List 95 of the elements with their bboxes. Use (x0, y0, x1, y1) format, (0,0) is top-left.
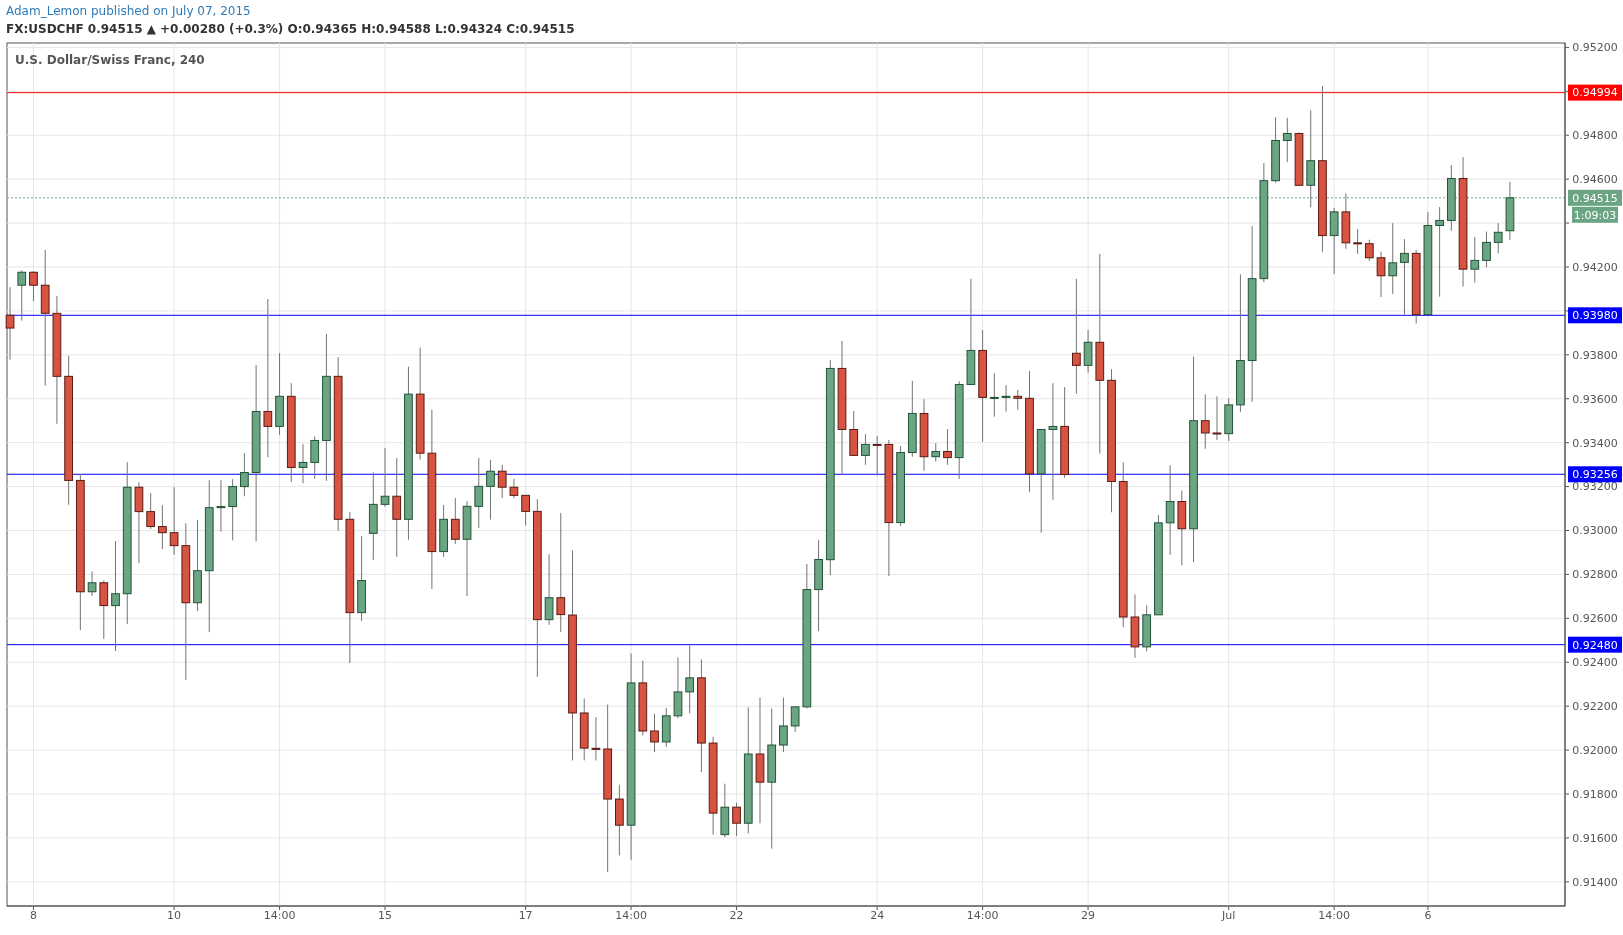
y-tick-label: 0.92600 (1572, 612, 1618, 626)
candlestick (1364, 239, 1374, 262)
candlestick (1435, 206, 1444, 298)
x-tick-label: 14:00 (966, 909, 999, 922)
candlestick (111, 540, 120, 652)
candlestick (146, 492, 156, 530)
candlestick (1200, 393, 1210, 450)
text: U.S. Dollar/Swiss Franc, 240 (15, 53, 205, 67)
candlestick (779, 697, 788, 753)
x-tick-label: 24 (870, 909, 885, 922)
candlestick (1212, 395, 1222, 441)
x-tick-label: Jul (1221, 909, 1236, 922)
ref-line-label: 0.92480 (1572, 638, 1618, 652)
y-tick-label: 0.93000 (1572, 524, 1618, 538)
x-tick-label: 8 (29, 909, 37, 922)
candlestick (99, 579, 109, 640)
x-tick-label: 10 (167, 909, 182, 922)
candlestick (1376, 251, 1386, 298)
candlestick (1282, 117, 1292, 163)
y-tick-label: 0.93600 (1572, 392, 1618, 406)
ref-line-label: 0.93980 (1572, 309, 1618, 323)
ref-line-label: 0.94994 (1572, 86, 1618, 100)
candlestick (732, 802, 741, 837)
y-tick-label: 0.93200 (1572, 480, 1618, 494)
x-tick-label: 14:00 (1318, 909, 1351, 922)
candlestick (169, 486, 179, 556)
candlestick (310, 436, 320, 480)
candlestick (685, 644, 695, 714)
candlestick (1470, 236, 1480, 284)
ref-line-label: 0.94515 (1572, 191, 1618, 205)
candlestick (650, 713, 659, 753)
x-tick-label: 15 (378, 909, 393, 922)
x-tick-label: 14:00 (263, 909, 296, 922)
y-tick-label: 0.92200 (1572, 700, 1618, 714)
candlestick (380, 447, 390, 508)
candlestick (1013, 389, 1023, 411)
text: 1:09:03 (1573, 208, 1617, 222)
y-tick-label: 0.92400 (1572, 656, 1618, 670)
candlestick (989, 372, 999, 418)
candlestick (872, 435, 882, 477)
candlestick (392, 457, 402, 558)
candlestick (240, 452, 249, 497)
candlestick (1165, 464, 1175, 556)
y-tick-label: 0.95200 (1572, 41, 1618, 55)
chart-subtitle: FX:USDCHF 0.94515 ▲ +0.00280 (+0.3%) O:0.94365 H:0.94588 L:0.94324 C:0.94515 (6, 22, 575, 36)
candlestick (450, 497, 460, 545)
candlestick (1329, 207, 1339, 275)
candlestick (158, 504, 167, 550)
y-tick-label: 0.91600 (1572, 831, 1618, 845)
y-tick-label: 0.91800 (1572, 787, 1618, 801)
candlestick (298, 443, 308, 484)
candlestick (474, 457, 484, 529)
candlestick (1482, 231, 1491, 268)
x-tick-label: 22 (729, 909, 744, 922)
candlestick (544, 553, 554, 626)
candlestick (17, 269, 27, 322)
y-tick-label: 0.92800 (1572, 568, 1618, 582)
y-tick-label: 0.94600 (1572, 173, 1618, 186)
candlestick (521, 494, 530, 527)
y-tick-label: 0.92000 (1572, 743, 1618, 757)
y-tick-label: 0.94200 (1572, 260, 1618, 274)
candlestick (1001, 384, 1011, 413)
y-tick-label: 0.91400 (1572, 875, 1618, 889)
candlestick (943, 428, 952, 466)
candlestick (29, 270, 38, 302)
candlestick (5, 286, 15, 361)
x-tick-label: 17 (518, 909, 533, 922)
candlestick (790, 706, 800, 733)
candlestick (931, 442, 941, 463)
candlestick (216, 479, 226, 533)
text: Adam_Lemon published on July 07, 2015 (6, 4, 251, 18)
candlestick (1048, 382, 1058, 501)
candlestick (1083, 329, 1093, 374)
candlestick (1388, 222, 1398, 295)
x-tick-label: 6 (1424, 909, 1432, 922)
candlestick (1072, 278, 1081, 395)
x-tick-label: 14:00 (615, 909, 647, 922)
candlestick (228, 478, 238, 541)
y-tick-label: 0.94800 (1572, 129, 1618, 143)
candlestick (591, 716, 601, 761)
candlestick (497, 464, 507, 499)
candlestick (509, 478, 519, 499)
candlestick (861, 433, 870, 466)
y-tick-label: 0.93800 (1572, 348, 1618, 362)
ref-line-label: 0.93256 (1572, 468, 1618, 482)
candlestick (673, 656, 683, 719)
candlestick (556, 512, 566, 633)
y-tick-label: 0.93400 (1572, 436, 1618, 450)
candlestick (1353, 228, 1362, 255)
candlestick (263, 298, 273, 458)
candlestick (1400, 238, 1409, 316)
candlestick (486, 459, 495, 521)
candlestick (1493, 222, 1503, 254)
x-tick-label: 29 (1081, 909, 1096, 922)
candlestick (87, 570, 97, 597)
